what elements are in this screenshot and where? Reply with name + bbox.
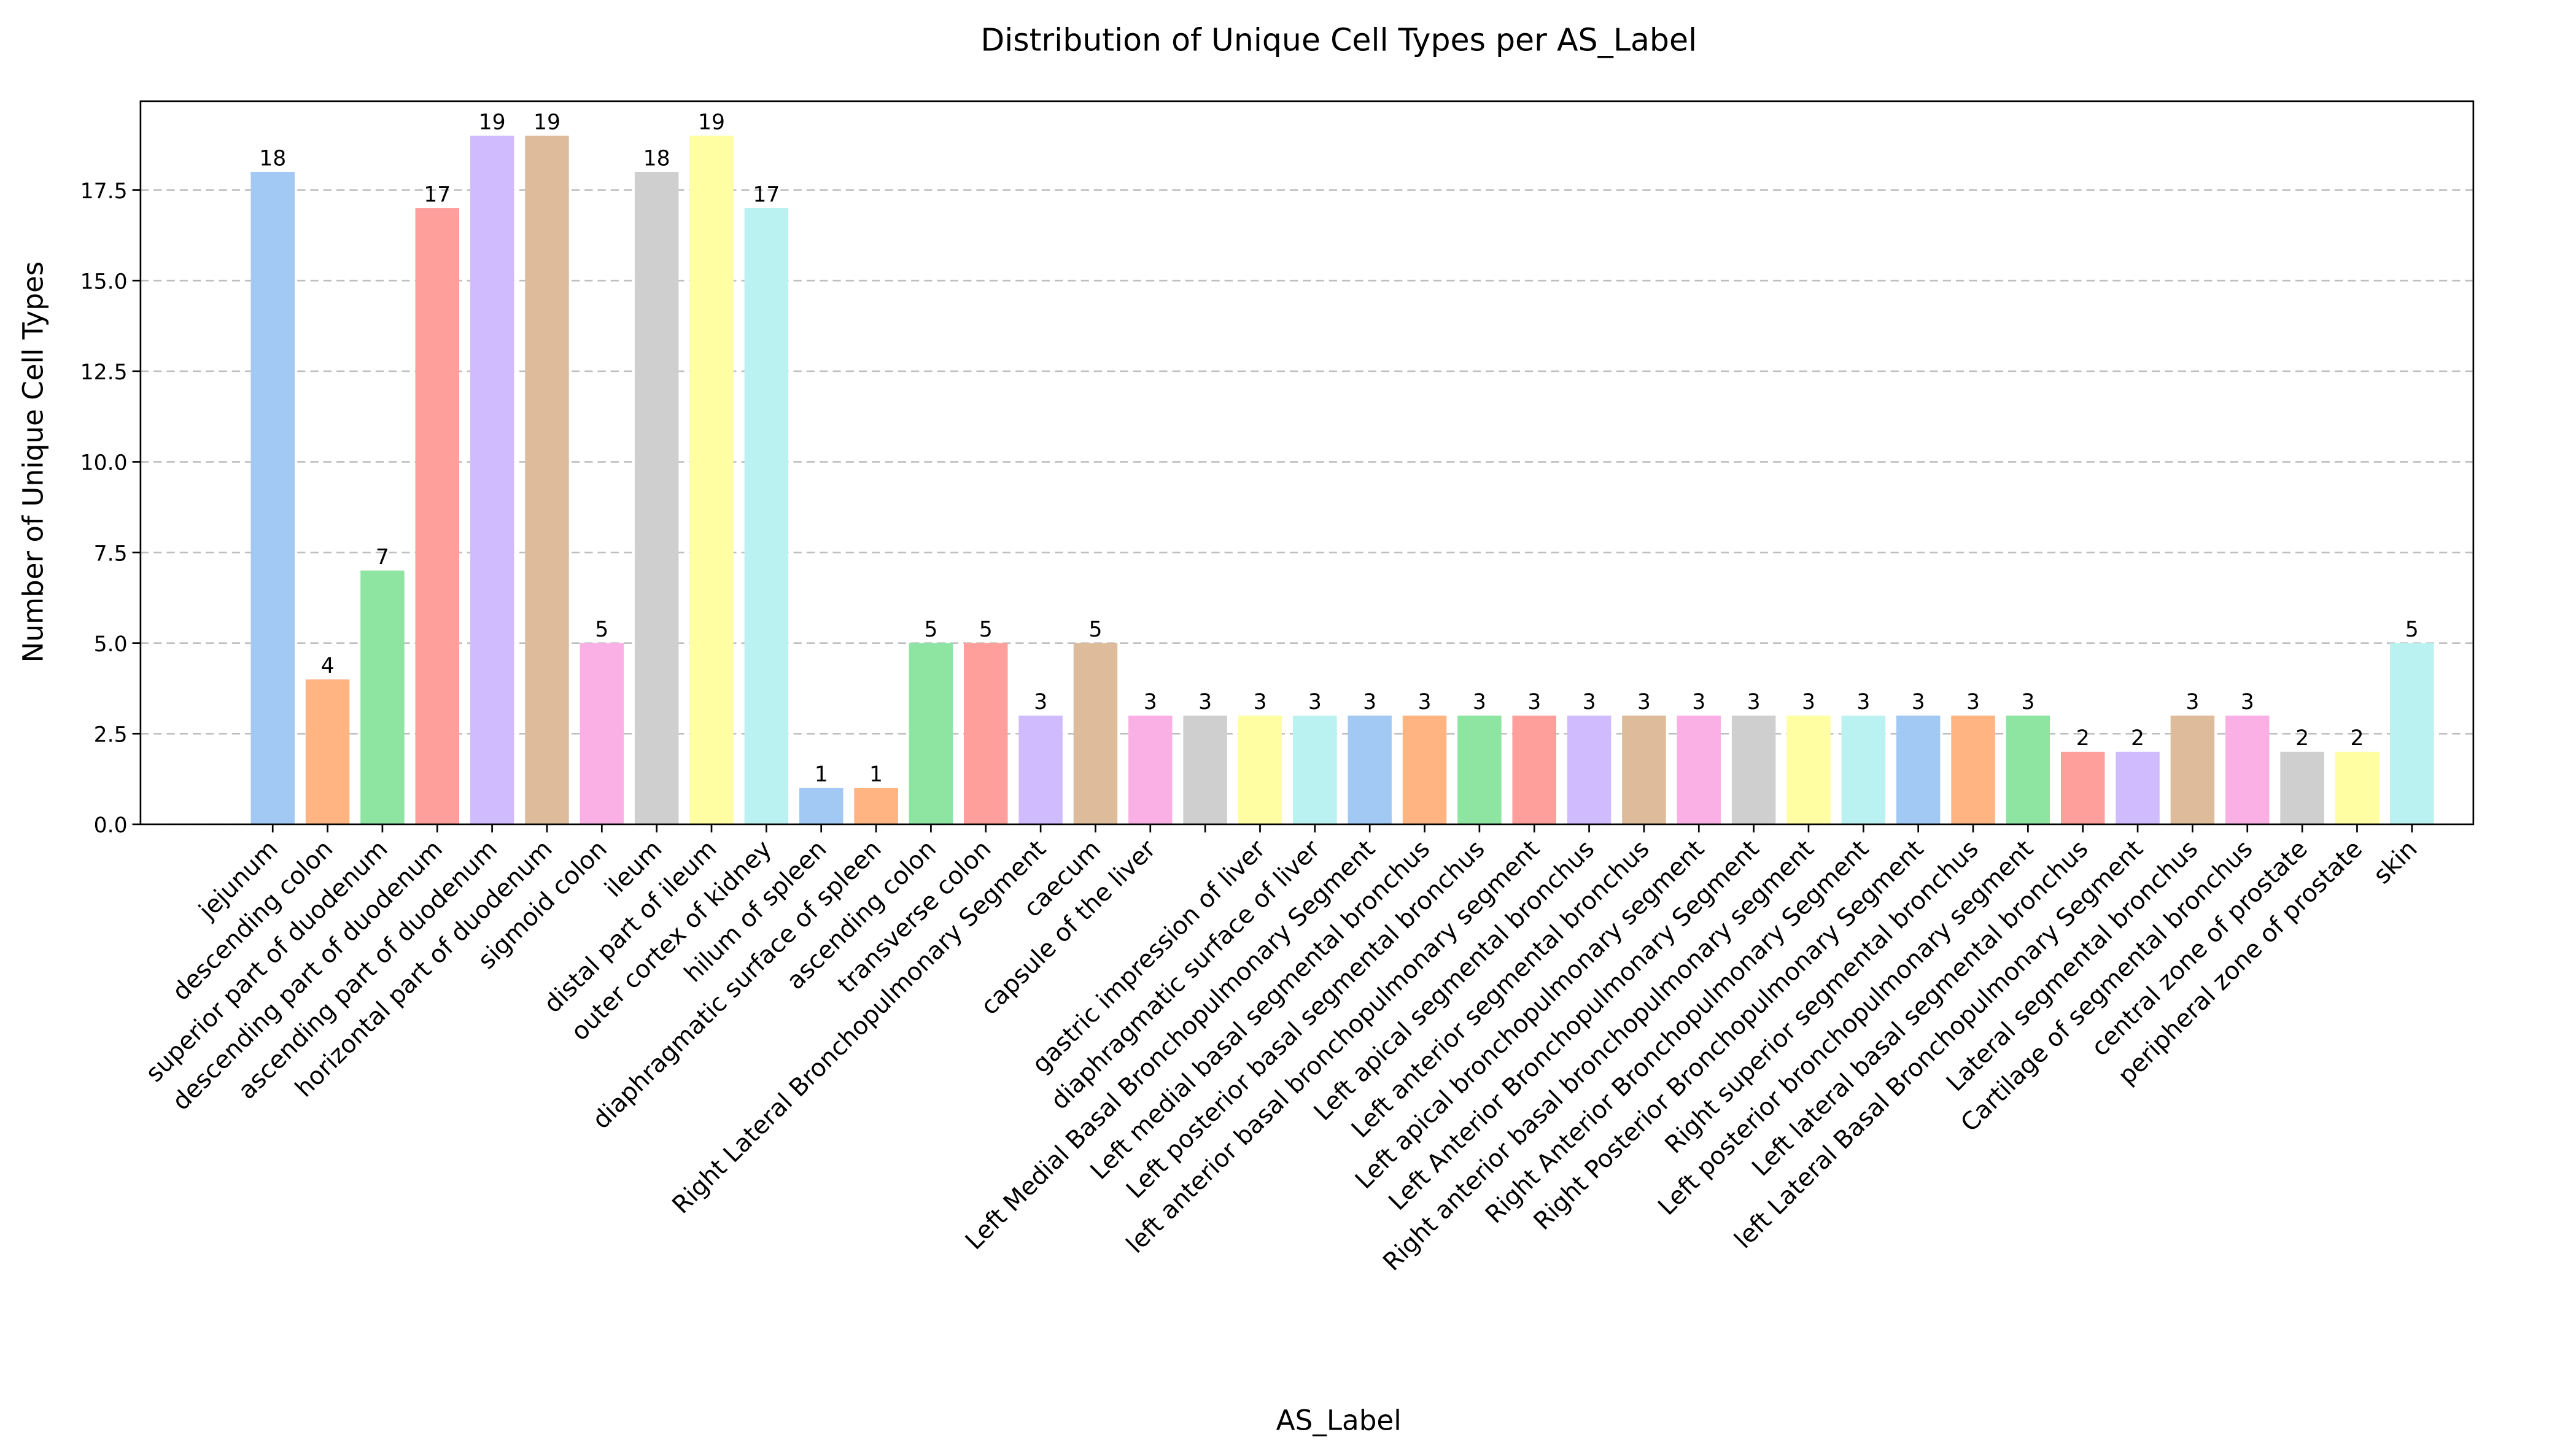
bar (305, 679, 350, 824)
bar (1786, 715, 1831, 824)
bar (580, 643, 624, 824)
bar (1402, 715, 1447, 824)
bar (250, 172, 295, 824)
value-label: 5 (1088, 618, 1102, 642)
value-label: 3 (1583, 690, 1596, 714)
bar (1128, 715, 1173, 824)
bar (2116, 751, 2160, 824)
value-label: 2 (2350, 726, 2364, 751)
bar (2006, 715, 2050, 824)
bar (1512, 715, 1556, 824)
value-label: 3 (2021, 690, 2034, 714)
bar (1293, 715, 1337, 824)
value-label: 3 (1527, 690, 1541, 714)
bar (1622, 715, 1666, 824)
value-label: 3 (1912, 690, 1925, 714)
x-axis-label: AS_Label (1276, 1404, 1402, 1436)
value-label: 3 (2186, 690, 2199, 714)
bar (2335, 751, 2380, 824)
value-label: 3 (1692, 690, 1705, 714)
bar (1731, 715, 1776, 824)
value-label: 3 (1966, 690, 1980, 714)
value-label: 19 (533, 110, 560, 134)
value-label: 3 (1198, 690, 1212, 714)
bar (744, 208, 789, 824)
y-tick-label: 15.0 (80, 269, 128, 294)
value-label: 5 (595, 618, 608, 642)
value-label: 5 (979, 618, 993, 642)
value-label: 3 (1034, 690, 1047, 714)
value-label: 3 (1308, 690, 1322, 714)
value-label: 5 (924, 618, 937, 642)
chart-title: Distribution of Unique Cell Types per AS… (980, 21, 1697, 58)
value-label: 19 (479, 110, 506, 134)
bar (360, 570, 405, 824)
y-tick-label: 12.5 (80, 360, 128, 385)
y-tick-label: 17.5 (80, 179, 128, 204)
value-label: 4 (321, 654, 335, 678)
y-tick-label: 0.0 (94, 813, 128, 838)
bar (1567, 715, 1612, 824)
bar (1677, 715, 1721, 824)
value-label: 18 (259, 146, 286, 171)
value-label: 2 (2295, 726, 2309, 751)
bar (1896, 715, 1941, 824)
bar (2280, 751, 2324, 824)
plot-frame (139, 100, 2475, 826)
bar (1951, 715, 1995, 824)
bar (1073, 643, 1118, 824)
bar (964, 643, 1008, 824)
value-label: 3 (1363, 690, 1376, 714)
bar (1348, 715, 1392, 824)
bar (525, 135, 569, 824)
bar (1841, 715, 1886, 824)
value-label: 2 (2076, 726, 2090, 751)
value-label: 3 (1637, 690, 1651, 714)
y-tick-label: 5.0 (94, 632, 128, 657)
y-axis-label: Number of Unique Cell Types (17, 261, 49, 663)
y-tick-label: 7.5 (94, 541, 128, 566)
bar (2390, 643, 2434, 824)
value-label: 3 (1802, 690, 1815, 714)
bar (689, 135, 734, 824)
value-label: 1 (815, 762, 828, 787)
value-label: 18 (643, 146, 670, 171)
bar (2060, 751, 2105, 824)
value-label: 7 (376, 545, 389, 570)
value-label: 17 (424, 182, 451, 207)
value-label: 2 (2131, 726, 2144, 751)
value-label: 3 (2241, 690, 2254, 714)
value-label: 1 (869, 762, 883, 787)
bar (415, 208, 459, 824)
bar (854, 788, 898, 824)
bar (634, 172, 679, 824)
value-label: 19 (698, 110, 725, 134)
value-label: 3 (1418, 690, 1432, 714)
bar (1457, 715, 1502, 824)
bar (2225, 715, 2270, 824)
value-label: 3 (1473, 690, 1486, 714)
value-label: 17 (753, 182, 780, 207)
value-label: 5 (2405, 618, 2419, 642)
y-tick-label: 2.5 (94, 723, 128, 748)
bar (799, 788, 844, 824)
value-label: 3 (1856, 690, 1870, 714)
value-label: 3 (1747, 690, 1761, 714)
y-tick-label: 10.0 (80, 451, 128, 476)
bar (909, 643, 953, 824)
bar (1238, 715, 1282, 824)
value-label: 3 (1253, 690, 1266, 714)
value-label: 3 (1144, 690, 1157, 714)
bar (470, 135, 514, 824)
bar (1183, 715, 1227, 824)
bar (2170, 715, 2215, 824)
bar (1018, 715, 1063, 824)
